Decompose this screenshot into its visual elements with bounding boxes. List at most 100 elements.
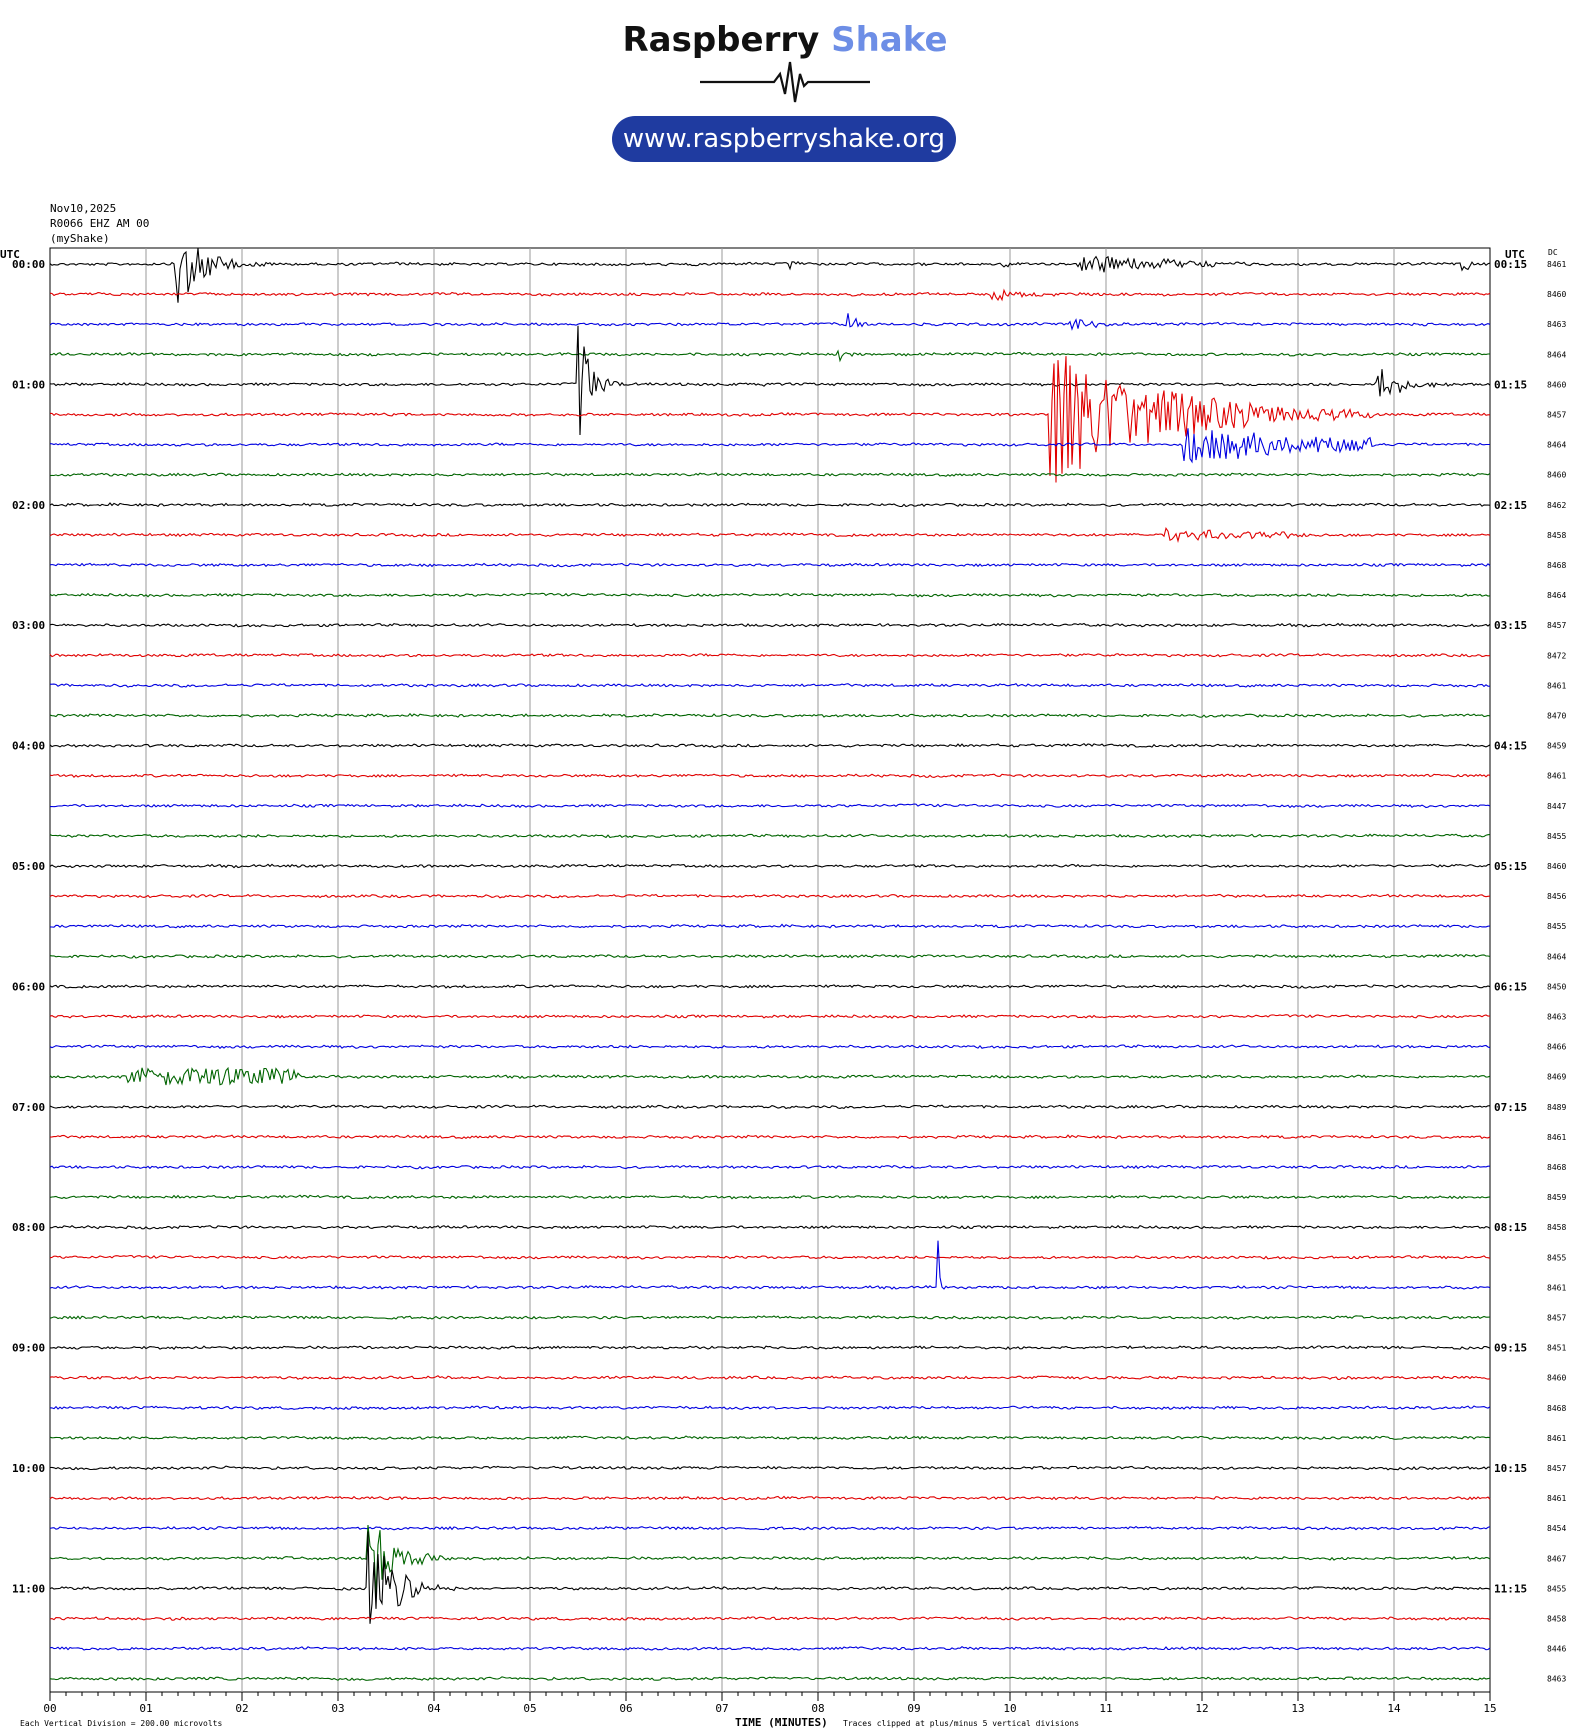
trace-line	[49, 1315, 1491, 1320]
dc-value: 8464	[1547, 591, 1566, 600]
date-label: Nov10,2025	[50, 202, 116, 215]
row-time-label-left: 00:00	[12, 258, 45, 271]
dc-value: 8461	[1547, 1434, 1566, 1443]
dc-value: 8470	[1547, 712, 1566, 721]
dc-value: 8457	[1547, 1464, 1566, 1473]
row-time-label-right: 03:15	[1494, 619, 1527, 632]
dc-value: 8464	[1547, 952, 1566, 961]
brand-accent: Shake	[831, 20, 948, 60]
trace-line	[49, 1104, 1490, 1110]
x-tick-label: 01	[139, 1702, 152, 1715]
dc-value: 8451	[1547, 1344, 1566, 1353]
trace-line	[49, 428, 1490, 464]
trace-line	[49, 1194, 1491, 1200]
dc-value: 8461	[1547, 681, 1566, 690]
dc-value: 8457	[1547, 411, 1566, 420]
trace-line	[49, 288, 1491, 302]
trace-line	[49, 325, 1491, 436]
x-tick-label: 13	[1291, 1702, 1304, 1715]
seismic-wave-icon	[700, 61, 870, 103]
trace-line	[49, 313, 1491, 331]
row-time-label-left: 10:00	[12, 1462, 45, 1475]
trace-line	[49, 1224, 1491, 1230]
trace-line	[49, 1531, 1491, 1624]
trace-line	[49, 622, 1491, 628]
trace-line	[49, 923, 1491, 929]
x-tick-label: 14	[1387, 1702, 1401, 1715]
row-time-label-right: 07:15	[1494, 1101, 1527, 1114]
trace-line	[50, 356, 1490, 483]
dc-value: 8455	[1547, 832, 1566, 841]
trace-line	[49, 502, 1491, 508]
utc-right-label: UTC	[1505, 248, 1525, 261]
x-tick-label: 05	[523, 1702, 536, 1715]
dc-label: DC	[1548, 248, 1558, 257]
x-tick-label: 04	[427, 1702, 441, 1715]
row-time-label-right: 11:15	[1494, 1582, 1527, 1595]
trace-line	[49, 1495, 1491, 1501]
dc-value: 8447	[1547, 802, 1566, 811]
row-time-label-right: 01:15	[1494, 378, 1527, 391]
dc-value: 8446	[1547, 1645, 1566, 1654]
trace-line	[49, 349, 1491, 363]
dc-value: 8461	[1547, 260, 1566, 269]
dc-value: 8456	[1547, 892, 1566, 901]
trace-line	[49, 1676, 1491, 1681]
trace-line	[49, 562, 1491, 568]
row-time-label-right: 06:15	[1494, 980, 1527, 993]
dc-value: 8467	[1547, 1554, 1566, 1563]
row-time-label-right: 08:15	[1494, 1221, 1527, 1234]
trace-line	[49, 773, 1491, 778]
trace-line	[49, 1646, 1491, 1651]
trace-line	[49, 1375, 1491, 1380]
row-time-label-right: 02:15	[1494, 499, 1527, 512]
dc-value: 8460	[1547, 1374, 1566, 1383]
x-tick-label: 06	[619, 1702, 632, 1715]
row-time-label-left: 09:00	[12, 1342, 45, 1355]
row-time-label-right: 05:15	[1494, 860, 1527, 873]
x-tick-label: 02	[235, 1702, 248, 1715]
trace-line	[49, 953, 1491, 959]
dc-value: 8455	[1547, 1253, 1566, 1262]
trace-line	[49, 712, 1491, 718]
dc-value: 8455	[1547, 922, 1566, 931]
x-tick-label: 11	[1099, 1702, 1112, 1715]
dc-value: 8461	[1547, 1494, 1566, 1503]
x-axis-label: TIME (MINUTES)	[735, 1716, 828, 1729]
trace-line	[49, 683, 1490, 688]
dc-value: 8459	[1547, 1193, 1566, 1202]
row-time-label-right: 09:15	[1494, 1342, 1527, 1355]
row-time-label-left: 06:00	[12, 980, 45, 993]
row-time-label-right: 10:15	[1494, 1462, 1527, 1475]
dc-value: 8460	[1547, 380, 1566, 389]
source-label: (myShake)	[50, 232, 110, 245]
brand-main: Raspberry	[622, 20, 820, 60]
trace-line	[49, 653, 1491, 658]
trace-line	[49, 1435, 1491, 1441]
trace-line	[49, 743, 1491, 748]
dc-value: 8468	[1547, 1163, 1566, 1172]
dc-value: 8472	[1547, 651, 1566, 660]
division-note: Each Vertical Division = 200.00 microvol…	[20, 1719, 222, 1728]
dc-value: 8458	[1547, 1615, 1566, 1624]
website-link[interactable]: www.raspberryshake.org	[612, 116, 956, 162]
utc-left-label: UTC	[0, 248, 20, 261]
trace-line	[49, 1134, 1491, 1140]
trace-line	[49, 1525, 1491, 1531]
trace-line	[49, 1616, 1491, 1621]
logo: Raspberry Shake www.raspberryshake.org	[0, 0, 1570, 190]
dc-value: 8450	[1547, 982, 1566, 991]
trace-line	[49, 893, 1491, 899]
trace-line	[49, 803, 1491, 809]
x-tick-label: 00	[43, 1702, 56, 1715]
x-tick-label: 08	[811, 1702, 824, 1715]
dc-value: 8469	[1547, 1073, 1566, 1082]
x-tick-label: 15	[1483, 1702, 1496, 1715]
trace-line	[49, 1405, 1491, 1411]
trace-line	[49, 863, 1491, 869]
dc-value: 8457	[1547, 621, 1566, 630]
dc-value: 8458	[1547, 531, 1566, 540]
row-time-label-left: 02:00	[12, 499, 45, 512]
clip-note: Traces clipped at plus/minus 5 vertical …	[843, 1719, 1079, 1728]
dc-value: 8464	[1547, 350, 1566, 359]
